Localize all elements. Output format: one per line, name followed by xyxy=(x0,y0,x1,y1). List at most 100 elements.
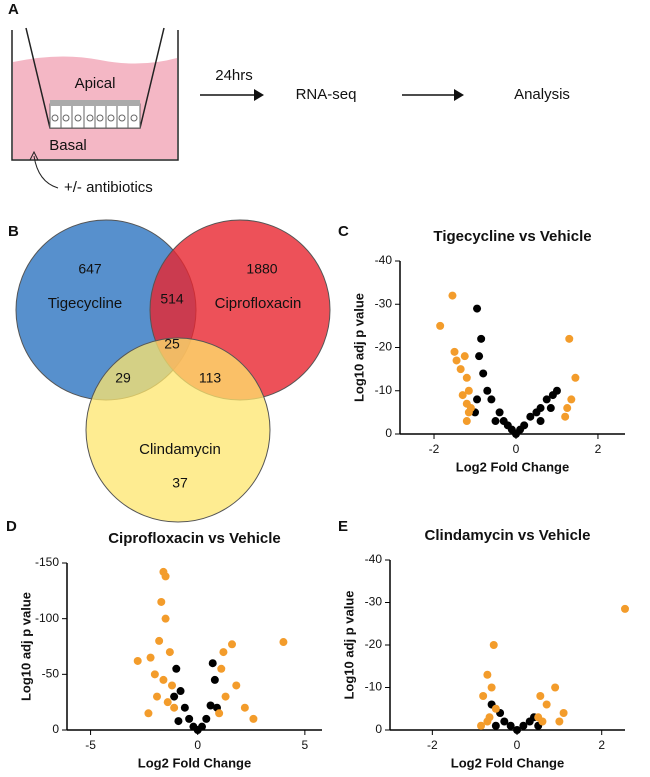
chart-title: Clindamycin vs Vehicle xyxy=(425,527,591,544)
x-tick-label: -2 xyxy=(427,738,438,752)
point xyxy=(155,636,164,645)
x-tick-label: 0 xyxy=(194,738,201,752)
point xyxy=(483,717,492,726)
point xyxy=(546,404,555,413)
point xyxy=(279,638,288,647)
point xyxy=(157,597,166,606)
chart-title: Tigecycline vs Vehicle xyxy=(433,228,591,245)
point xyxy=(208,659,217,668)
point xyxy=(491,721,500,730)
y-tick-label: -150 xyxy=(35,555,59,569)
y-axis-label: Log10 adj p value xyxy=(341,590,356,699)
point xyxy=(491,704,500,713)
arrowhead xyxy=(454,89,464,101)
point xyxy=(565,334,574,343)
x-tick-label: 0 xyxy=(513,442,520,456)
x-tick-label: -2 xyxy=(429,442,440,456)
point xyxy=(561,412,570,421)
y-tick-label: -40 xyxy=(375,253,393,267)
step: 24hrs xyxy=(215,67,253,84)
point xyxy=(217,664,226,673)
point xyxy=(506,721,515,730)
x-tick-label: 2 xyxy=(595,442,602,456)
point xyxy=(153,692,161,701)
x-tick-label: 5 xyxy=(302,738,309,752)
x-tick-label: 0 xyxy=(514,738,521,752)
step: RNA-seq xyxy=(296,86,357,103)
point xyxy=(161,614,170,623)
point xyxy=(551,683,560,692)
x-axis-label: Log2 Fold Change xyxy=(456,459,569,474)
mucus xyxy=(50,100,140,106)
point xyxy=(479,369,488,378)
y-tick-label: 0 xyxy=(375,722,382,736)
venn-circle xyxy=(85,337,271,523)
venn-count: 647 xyxy=(78,261,102,277)
point xyxy=(176,687,185,696)
cells xyxy=(51,106,138,128)
venn-count: 25 xyxy=(164,336,180,352)
point xyxy=(563,404,572,413)
venn-count: 37 xyxy=(172,475,188,491)
point xyxy=(170,703,179,712)
point xyxy=(555,717,564,726)
point xyxy=(487,683,496,692)
y-tick-label: -20 xyxy=(365,637,383,651)
point xyxy=(536,404,545,413)
point xyxy=(487,395,496,404)
point xyxy=(464,386,473,395)
point xyxy=(185,714,194,723)
point xyxy=(500,717,509,726)
apical-label: Apical xyxy=(75,75,116,92)
basal-label: Basal xyxy=(49,137,87,154)
venn-set-label: Ciprofloxacin xyxy=(215,295,302,312)
y-tick-label: 0 xyxy=(52,722,59,736)
point xyxy=(240,703,249,712)
point xyxy=(221,692,230,701)
point xyxy=(483,670,492,679)
point xyxy=(519,721,528,730)
point xyxy=(536,692,545,700)
point xyxy=(456,365,465,374)
point xyxy=(146,653,155,662)
arrow xyxy=(33,155,59,189)
point xyxy=(462,373,471,382)
panel-label: A xyxy=(8,1,19,18)
point xyxy=(542,700,551,709)
y-tick-label: -30 xyxy=(365,595,383,609)
point xyxy=(466,404,475,413)
point xyxy=(202,714,211,723)
point xyxy=(479,692,488,700)
point xyxy=(491,417,500,426)
point xyxy=(495,408,504,417)
point xyxy=(219,648,228,657)
y-tick-label: -40 xyxy=(365,552,383,566)
y-tick-label: 0 xyxy=(385,426,392,440)
panel-label: B xyxy=(8,223,19,240)
point xyxy=(150,670,159,679)
point xyxy=(536,417,545,426)
point xyxy=(215,709,224,718)
point xyxy=(552,386,561,395)
point xyxy=(462,417,471,426)
point xyxy=(172,664,181,673)
point xyxy=(452,356,461,365)
y-tick-label: -50 xyxy=(42,667,60,681)
y-tick-label: -100 xyxy=(35,611,59,625)
point xyxy=(228,640,236,649)
y-axis-label: Log10 adj p value xyxy=(18,592,33,701)
point xyxy=(489,641,498,649)
point xyxy=(513,726,522,734)
point xyxy=(542,395,551,404)
point xyxy=(520,421,529,430)
x-tick-label: -5 xyxy=(85,738,96,752)
venn-count: 1880 xyxy=(246,261,277,277)
point xyxy=(170,692,179,701)
point xyxy=(206,701,215,710)
point xyxy=(473,304,482,313)
point xyxy=(163,698,172,707)
treatment-label: +/- antibiotics xyxy=(64,179,153,196)
venn-count: 514 xyxy=(160,291,184,307)
point xyxy=(458,391,467,400)
